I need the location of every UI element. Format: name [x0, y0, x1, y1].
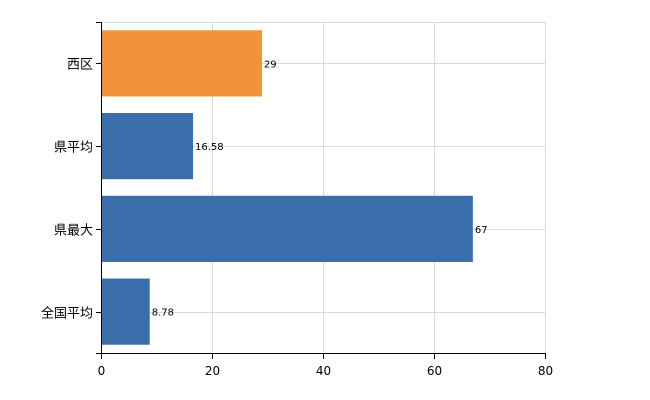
data-label: 67	[475, 225, 488, 236]
x-tick-label: 0	[98, 364, 106, 378]
bar-layer	[101, 30, 473, 345]
data-label: 8.78	[152, 308, 174, 319]
bar	[101, 278, 150, 345]
bar	[101, 30, 262, 97]
axis-layer	[96, 22, 546, 359]
x-tick-label: 20	[205, 364, 220, 378]
bar	[101, 113, 194, 180]
data-label: 29	[264, 59, 277, 70]
y-tick-label: 県最大	[54, 224, 93, 239]
data-label: 16.58	[195, 142, 224, 153]
x-tick-label: 60	[427, 364, 442, 378]
y-tick-label: 全国平均	[41, 306, 93, 322]
x-tick-label: 40	[316, 364, 331, 378]
x-tick-label: 80	[538, 364, 553, 378]
y-tick-label: 県平均	[54, 141, 93, 156]
bar	[101, 195, 473, 262]
y-tick-label: 西区	[67, 58, 93, 73]
